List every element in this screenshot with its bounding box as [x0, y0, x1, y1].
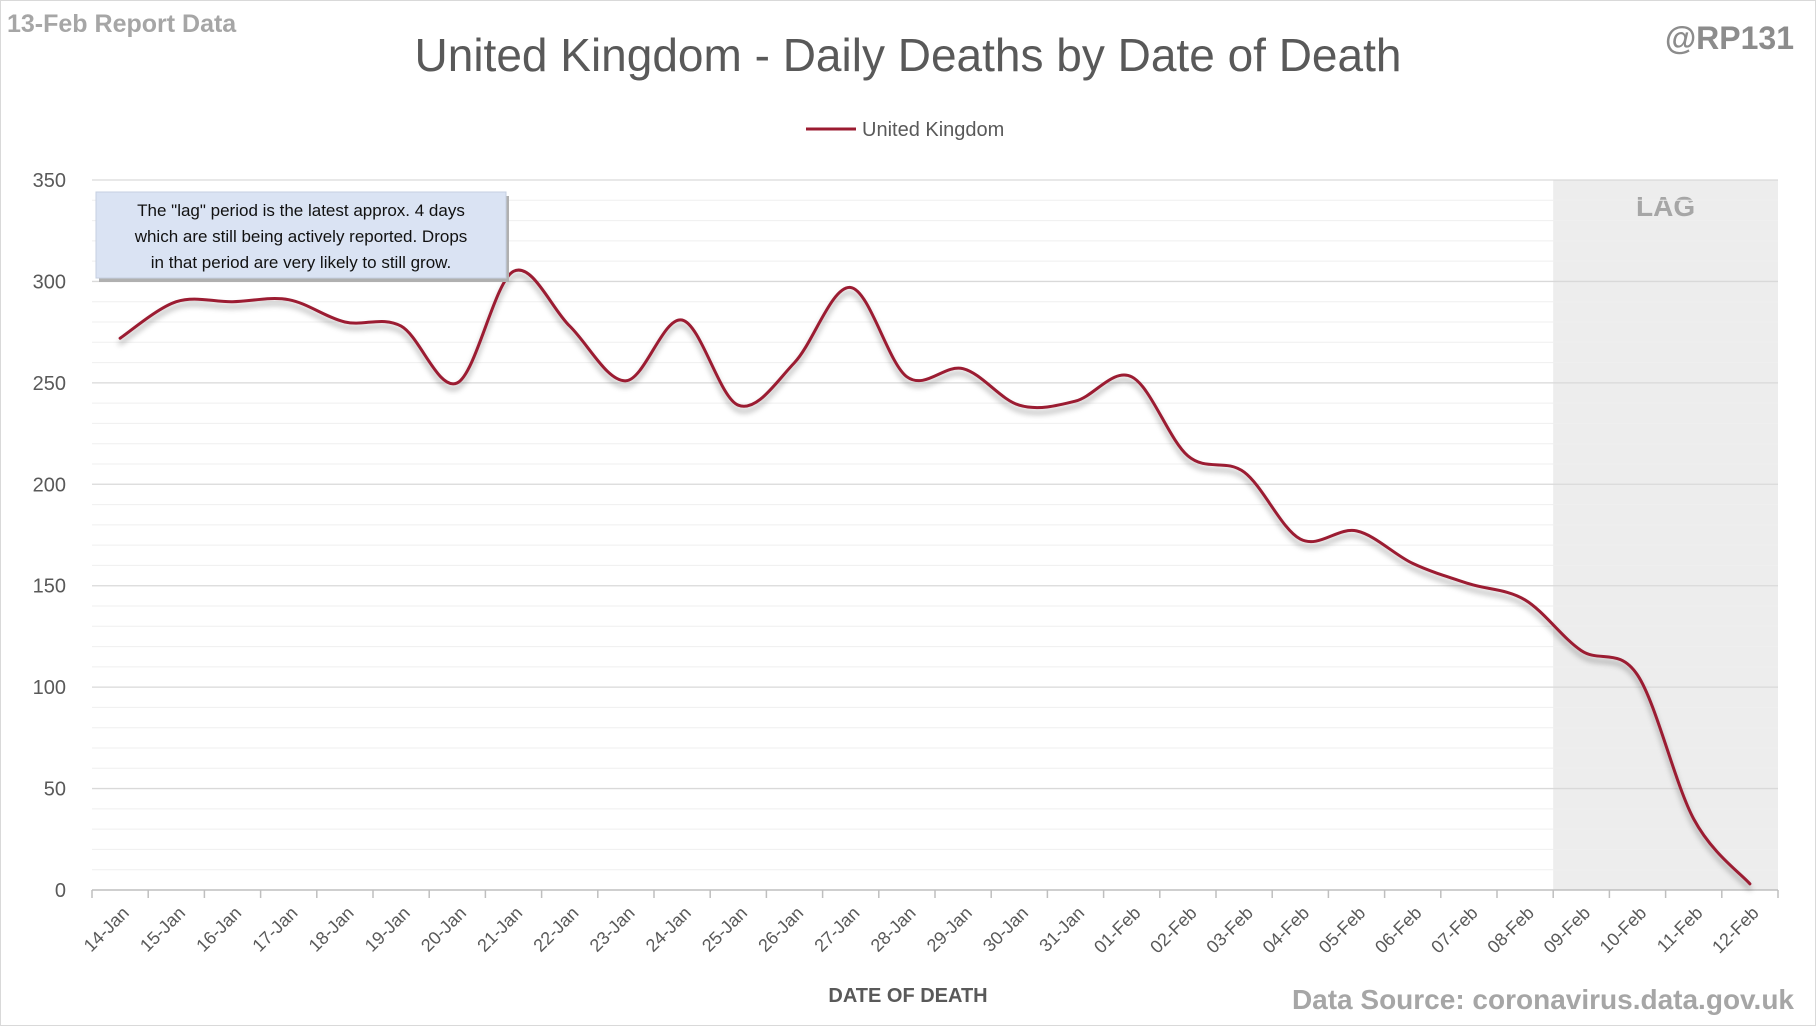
x-tick-label: 04-Feb	[1259, 903, 1313, 957]
x-tick-label: 19-Jan	[361, 903, 414, 956]
y-tick-label: 100	[33, 677, 66, 699]
x-tick-label: 18-Jan	[305, 903, 358, 956]
y-tick-label: 150	[33, 576, 66, 598]
x-tick-label: 14-Jan	[80, 903, 133, 956]
x-tick-label: 28-Jan	[867, 903, 920, 956]
x-tick-label: 01-Feb	[1090, 903, 1144, 957]
x-tick-label: 26-Jan	[754, 903, 807, 956]
x-tick-label: 15-Jan	[136, 903, 189, 956]
y-tick-label: 350	[33, 170, 66, 192]
chart-title: United Kingdom - Daily Deaths by Date of…	[414, 29, 1402, 81]
x-tick-label: 30-Jan	[979, 903, 1032, 956]
x-tick-label: 10-Feb	[1596, 903, 1650, 957]
x-tick-label: 17-Jan	[248, 903, 301, 956]
x-axis-title: DATE OF DEATH	[828, 985, 987, 1007]
x-tick-label: 16-Jan	[192, 903, 245, 956]
x-tick-label: 25-Jan	[698, 903, 751, 956]
x-tick-label: 29-Jan	[923, 903, 976, 956]
y-tick-label: 300	[33, 271, 66, 293]
annotation-line: in that period are very likely to still …	[151, 253, 451, 272]
y-tick-label: 50	[44, 779, 66, 801]
annotation-box	[95, 191, 507, 279]
x-tick-label: 08-Feb	[1483, 903, 1537, 957]
lag-region	[1553, 180, 1778, 890]
x-tick-label: 02-Feb	[1146, 903, 1200, 957]
x-tick-label: 22-Jan	[529, 903, 582, 956]
x-tick-label: 21-Jan	[473, 903, 526, 956]
legend-label: United Kingdom	[862, 119, 1004, 141]
series-line-united-kingdom	[118, 268, 1752, 886]
x-tick-label: 20-Jan	[417, 903, 470, 956]
x-tick-label: 24-Jan	[642, 903, 695, 956]
x-tick-label: 11-Feb	[1653, 903, 1707, 957]
y-tick-label: 200	[33, 474, 66, 496]
x-tick-label: 05-Feb	[1315, 903, 1369, 957]
x-tick-label: 23-Jan	[586, 903, 639, 956]
annotation-line: which are still being actively reported.…	[134, 227, 468, 246]
lag-label: LAG	[1636, 191, 1695, 222]
y-tick-label: 250	[33, 373, 66, 395]
x-tick-label: 03-Feb	[1202, 903, 1256, 957]
x-tick-label: 12-Feb	[1708, 903, 1762, 957]
annotation-line: The "lag" period is the latest approx. 4…	[137, 201, 465, 220]
x-tick-label: 07-Feb	[1427, 903, 1481, 957]
y-tick-label: 0	[55, 880, 66, 902]
data-source-label: Data Source: coronavirus.data.gov.uk	[1291, 984, 1794, 1015]
report-date-label: 13-Feb Report Data	[7, 10, 237, 38]
x-tick-label: 06-Feb	[1371, 903, 1425, 957]
x-tick-label: 27-Jan	[810, 903, 863, 956]
author-handle: @RP131	[1664, 20, 1794, 56]
x-tick-label: 31-Jan	[1035, 903, 1088, 956]
x-tick-label: 09-Feb	[1540, 903, 1594, 957]
